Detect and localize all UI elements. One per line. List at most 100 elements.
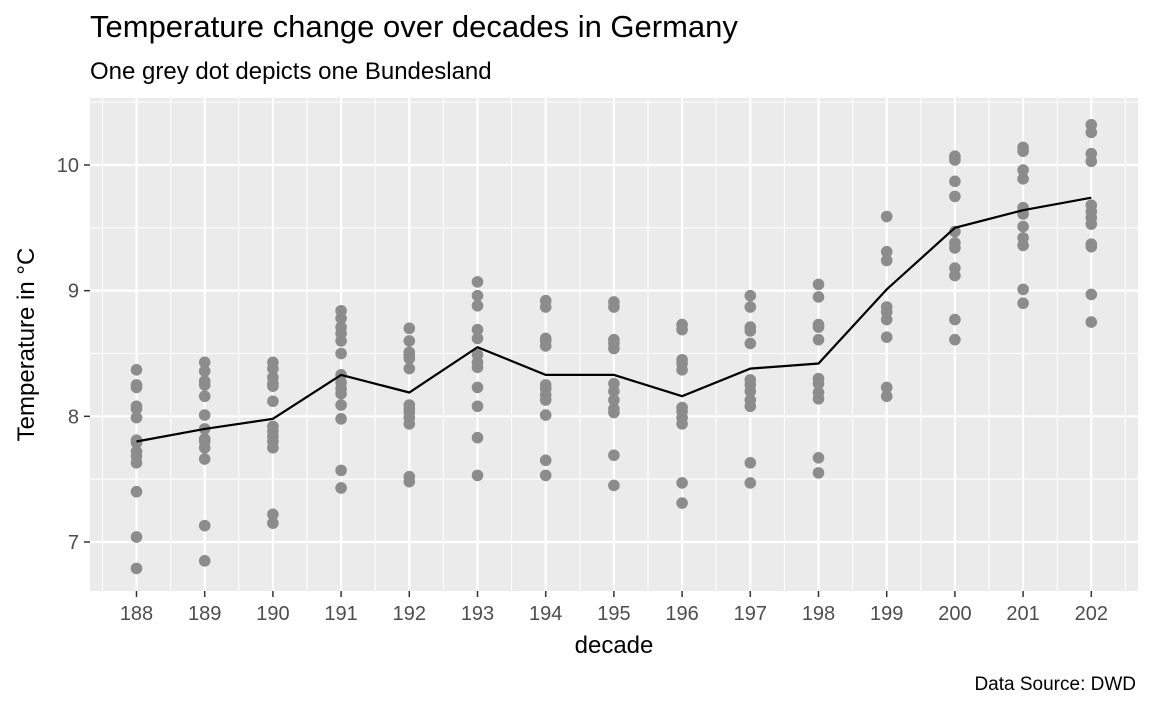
data-source-caption: Data Source: DWD — [974, 674, 1136, 695]
data-point — [471, 276, 484, 288]
data-point — [1085, 316, 1098, 328]
data-point — [1085, 238, 1098, 250]
data-point — [130, 364, 143, 376]
data-point — [1017, 283, 1029, 296]
data-point — [1017, 220, 1029, 233]
data-point — [539, 332, 552, 345]
data-point — [1085, 199, 1098, 212]
x-tick-label: 200 — [938, 603, 971, 625]
data-point — [130, 411, 143, 424]
data-point — [335, 321, 347, 333]
data-point — [471, 299, 484, 312]
x-tick-label: 193 — [461, 603, 494, 625]
data-point — [949, 262, 961, 274]
data-point — [812, 333, 825, 346]
mean-line — [136, 196, 1092, 443]
x-tick-label: 197 — [734, 603, 767, 625]
data-point — [744, 394, 757, 406]
data-point — [198, 356, 211, 369]
data-point — [676, 477, 688, 489]
data-point — [403, 322, 416, 335]
data-point — [949, 333, 961, 346]
data-point — [539, 294, 552, 307]
data-point — [744, 321, 757, 333]
data-point — [812, 386, 825, 399]
data-point — [676, 497, 688, 509]
data-point — [949, 175, 961, 188]
x-tick-label: 191 — [324, 603, 357, 625]
data-point — [130, 485, 143, 498]
data-point — [676, 318, 688, 331]
data-point — [1017, 141, 1029, 154]
data-point — [198, 433, 211, 445]
data-point — [198, 453, 211, 465]
data-point — [1017, 297, 1029, 310]
data-point — [744, 374, 757, 386]
x-tick-label: 202 — [1075, 603, 1108, 625]
data-point — [198, 365, 211, 377]
data-point — [130, 445, 143, 458]
x-tick-label: 192 — [393, 603, 426, 625]
data-point — [880, 390, 893, 403]
data-point — [198, 390, 211, 403]
data-point — [812, 318, 825, 331]
data-point — [1085, 147, 1098, 160]
chart-subtitle: One grey dot depicts one Bundesland — [90, 58, 492, 85]
data-point — [471, 381, 484, 394]
data-point — [949, 150, 961, 162]
data-point — [949, 190, 961, 203]
y-axis-ticks: 7 8 9 10 — [57, 155, 90, 554]
data-point — [403, 335, 416, 347]
data-point — [608, 479, 620, 492]
data-point — [1085, 288, 1098, 301]
data-point — [335, 413, 347, 425]
data-point — [130, 531, 143, 543]
data-point — [267, 371, 279, 384]
data-point — [608, 402, 620, 415]
data-point — [949, 225, 961, 238]
data-point — [1017, 173, 1029, 185]
y-tick-label: 10 — [57, 155, 79, 177]
data-point — [198, 555, 211, 567]
data-point — [198, 519, 211, 532]
data-point — [471, 323, 484, 336]
data-point — [471, 332, 484, 345]
data-point — [949, 313, 961, 326]
y-tick-label: 7 — [68, 532, 79, 554]
data-point — [608, 394, 620, 406]
data-point — [676, 401, 688, 414]
data-point — [335, 399, 347, 411]
data-point — [880, 331, 893, 343]
data-point — [1017, 164, 1029, 176]
data-point — [744, 301, 757, 313]
data-point — [335, 347, 347, 360]
y-tick-label: 9 — [68, 281, 79, 303]
data-point — [744, 337, 757, 350]
data-point — [1017, 232, 1029, 244]
data-point — [949, 237, 961, 249]
data-point — [335, 304, 347, 317]
x-tick-label: 195 — [597, 603, 630, 625]
x-axis-title: decade — [575, 632, 654, 659]
data-point — [608, 449, 620, 462]
data-point — [471, 348, 484, 361]
data-point — [198, 375, 211, 387]
data-point — [812, 278, 825, 291]
data-point — [880, 254, 893, 267]
data-point — [267, 356, 279, 369]
data-point — [744, 457, 757, 469]
x-axis-ticks: 188 189 190 191 192 193 194 195 196 197 198 199 200 2… — [120, 591, 1108, 625]
data-point — [744, 289, 757, 302]
data-point — [880, 210, 893, 223]
data-point — [676, 353, 688, 366]
data-point — [403, 362, 416, 375]
x-tick-label: 189 — [188, 603, 221, 625]
data-point — [335, 482, 347, 494]
data-points — [130, 118, 1098, 575]
data-point — [608, 377, 620, 390]
data-point — [403, 470, 416, 483]
data-point — [471, 400, 484, 413]
data-point — [267, 395, 279, 408]
x-tick-label: 199 — [870, 603, 903, 625]
